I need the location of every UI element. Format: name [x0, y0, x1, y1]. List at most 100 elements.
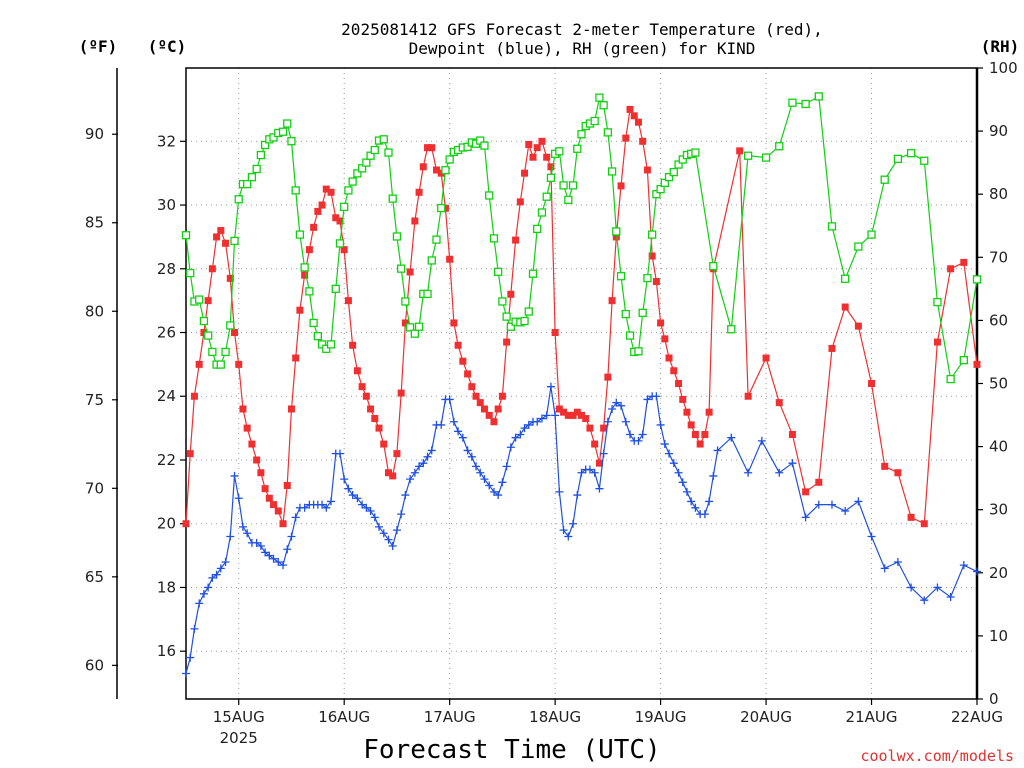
rh-point [502, 312, 511, 321]
temperature-point [459, 357, 467, 365]
temperature-point [464, 370, 472, 378]
dewpoint-point [415, 462, 424, 471]
rh-tick-label: 60 [989, 311, 1008, 329]
rh-point [370, 145, 379, 155]
rh-point [287, 137, 296, 146]
rh-point [269, 133, 278, 142]
dewpoint-point [682, 487, 691, 496]
temperature-point [243, 424, 251, 432]
temperature-point [894, 469, 902, 477]
dewpoint-point [705, 497, 714, 506]
rh-point [427, 256, 436, 265]
rh-point [340, 202, 349, 211]
dewpoint-point [427, 446, 436, 455]
rh-point [309, 318, 318, 328]
rh-point [652, 190, 661, 199]
dewpoint-point [212, 570, 221, 579]
rh-point [603, 128, 613, 137]
temperature-point [657, 319, 665, 327]
temperature-point [450, 319, 458, 327]
rh-point [555, 147, 564, 156]
temperature-point [476, 399, 484, 407]
dewpoint-point [269, 554, 278, 563]
x-tick-label: 15AUG [213, 708, 265, 726]
temperature-point [881, 462, 889, 470]
rh-tick-label: 0 [989, 690, 999, 708]
credit-link[interactable]: coolwx.com/models [860, 747, 1014, 765]
temperature-point [195, 360, 203, 368]
rh-tick-label: 30 [989, 501, 1008, 519]
temperature-point [411, 217, 419, 225]
celsius-tick-label: 32 [157, 132, 176, 150]
celsius-tick-label: 16 [157, 642, 176, 660]
rh-point [379, 135, 388, 144]
temperature-point [630, 112, 638, 120]
rh-point [195, 295, 204, 304]
dewpoint-point [261, 548, 270, 557]
temperature-point [868, 380, 876, 387]
rh-point [485, 191, 494, 200]
dewpoint-point [867, 532, 876, 541]
dewpoint-point [379, 529, 388, 538]
temperature-point [318, 201, 326, 209]
temperature-point [301, 271, 309, 279]
dewpoint-point [893, 557, 902, 566]
rh-tick-label: 80 [989, 185, 1008, 203]
rh-point [344, 186, 353, 195]
temperature-point [200, 329, 208, 337]
dewpoint-point [423, 452, 432, 461]
rh-point [533, 224, 542, 234]
rh-point [660, 178, 669, 187]
rh-point [959, 356, 968, 365]
dewpoint-point [814, 500, 823, 509]
rh-point [546, 173, 556, 182]
dewpoint-point [687, 497, 696, 506]
dewpoint-point [199, 589, 208, 598]
x-tick-label: 19AUG [635, 708, 687, 726]
dewpoint-point [520, 424, 529, 433]
temperature-point [371, 415, 379, 423]
dewpoint-point [590, 468, 599, 477]
temperature-point [683, 408, 691, 416]
temperature-point [551, 329, 559, 337]
temperature-point [270, 501, 278, 509]
rh-point [893, 154, 903, 164]
dewpoint-point [577, 468, 586, 477]
rh-point [283, 119, 292, 128]
rh-point [480, 141, 489, 150]
rh-point [498, 297, 507, 306]
rh-point [326, 340, 336, 349]
temperature-point [828, 344, 836, 352]
dewpoint-point [318, 500, 327, 509]
dewpoint-point [458, 433, 467, 442]
temperature-point [652, 278, 660, 286]
x-tick-label: 20AUG [740, 708, 792, 726]
dewpoint-point [880, 564, 889, 573]
dewpoint-point [204, 583, 213, 592]
rh-tick-label: 90 [989, 122, 1008, 140]
dewpoint-point [713, 446, 722, 455]
rh-point [612, 227, 621, 236]
dewpoint-point [243, 529, 252, 538]
rh-point [607, 167, 617, 176]
x-tick-label: 16AUG [318, 708, 370, 726]
axes [112, 67, 983, 705]
temperature-point [428, 144, 436, 152]
temperature-point [661, 335, 669, 343]
dewpoint-point [612, 398, 621, 407]
dewpoint-point [933, 583, 942, 592]
dewpoint-point [569, 519, 578, 528]
dewpoint-point [327, 497, 336, 506]
rh-point [625, 331, 635, 340]
rh-point [463, 142, 472, 152]
temperature-point [573, 408, 581, 416]
x-axis-label: Forecast Time (UTC) [363, 735, 660, 765]
dewpoint-point [362, 503, 371, 512]
rh-point [933, 297, 942, 307]
rh-point [291, 186, 300, 195]
temperature-point [287, 405, 295, 413]
temperature-point [705, 408, 713, 416]
dewpoint-point [238, 522, 247, 531]
dewpoint-point [370, 513, 379, 522]
dewpoint-point [291, 513, 300, 522]
